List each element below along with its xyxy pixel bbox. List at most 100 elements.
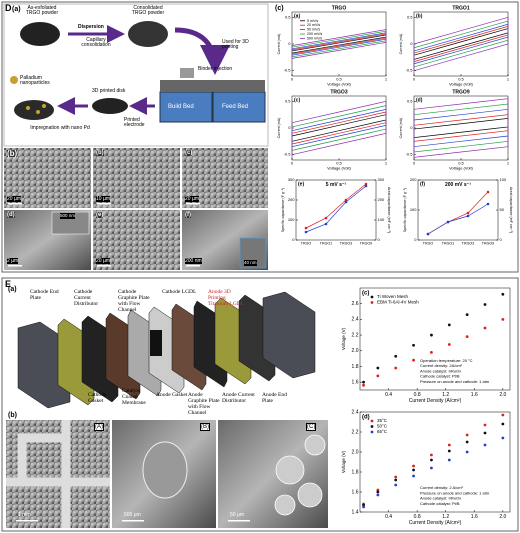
y-tick-label: 300 [288, 177, 295, 182]
plot-area [295, 179, 377, 241]
inset [239, 237, 267, 269]
x-tick-label: 0.4 [385, 392, 392, 398]
series-line [305, 183, 367, 229]
marker [446, 220, 450, 224]
powder [20, 22, 60, 46]
y-tick-label: 0 [414, 237, 417, 242]
part-label: Anode Current Distributor [222, 392, 255, 404]
pd-particle [10, 76, 18, 84]
y-tick-label: 0 [410, 41, 413, 46]
scale-bar [186, 265, 200, 267]
label: Build Bed [168, 104, 194, 110]
x-tick-label: TRGO9 [360, 242, 372, 246]
series-line [413, 98, 509, 158]
label: Dispersion [78, 24, 104, 30]
x-tick-label: TRGO3 [462, 242, 474, 246]
part-label: Anode End Plate [262, 392, 287, 404]
plate [17, 321, 71, 409]
y2-tick-label: 0 [378, 237, 381, 242]
plate [262, 291, 316, 379]
x-axis-label: Voltage (Volt) [449, 165, 473, 170]
powder-bed [160, 80, 265, 92]
marker [394, 475, 398, 479]
x-tick-label: 0.5 [458, 77, 464, 82]
marker [324, 222, 328, 226]
image-label: (C) [306, 423, 317, 431]
label: Capillary consolidation [81, 37, 111, 48]
arrow [174, 27, 230, 75]
y-tick-label: 2.4 [352, 317, 359, 323]
y2-tick-label: 300 [378, 177, 385, 182]
marker [430, 466, 433, 470]
y2-axis-label: Areal capacitance (mF cm⁻²) [387, 187, 391, 233]
marker [376, 490, 380, 494]
y2-tick-label: 0 [500, 237, 503, 242]
chart-label: (d) [362, 415, 370, 421]
y-tick-label: 2.2 [352, 429, 359, 435]
marker [447, 323, 451, 327]
x-tick-label: 0 [291, 161, 294, 166]
feed-bed [212, 91, 266, 123]
part-label: Anode 3D Printing Titanium LGDL [208, 289, 245, 307]
panel-label: E [5, 279, 12, 289]
y-tick-label: -0.5 [284, 152, 292, 157]
x-tick-label: 2.0 [499, 392, 506, 398]
marker [447, 449, 451, 453]
y-tick-label: 0 [292, 237, 295, 242]
x-tick-label: 1 [507, 77, 510, 82]
legend-label: 200 mV/s [307, 32, 322, 36]
y-tick-label: 0.5 [285, 98, 291, 103]
x-tick-label: 0 [413, 161, 416, 166]
scale-label: 20 µm [185, 196, 199, 202]
plot-area [359, 411, 511, 513]
legend-label: 35°C [377, 418, 388, 423]
x-tick-label: 0 [291, 77, 294, 82]
marker [465, 313, 469, 317]
mesh [6, 420, 110, 528]
marker [486, 202, 490, 206]
marker [344, 198, 348, 202]
marker [412, 358, 415, 362]
panel-label: D [5, 3, 12, 13]
y-axis-label: Voltage (V) [341, 450, 346, 473]
part-label: Cathode Gasket [88, 392, 107, 404]
marker [364, 182, 368, 186]
y2-tick-label: 100 [500, 177, 507, 182]
image-label: (f) [185, 212, 191, 218]
x-tick-label: 1.6 [471, 514, 478, 520]
image-label: (e) [96, 212, 104, 218]
y-tick-label: -0.5 [406, 152, 414, 157]
marker [362, 383, 365, 387]
y2-tick-label: 200 [378, 197, 385, 202]
legend-label: 65°C [377, 429, 388, 434]
annotation: Operation temperature: 20 °C [420, 358, 473, 363]
marker [466, 214, 470, 218]
annotation: Current density: 2 A/cm² [420, 485, 464, 490]
y-tick-label: -0.5 [406, 68, 414, 73]
scale-label: 2 µm [7, 258, 19, 264]
y-tick-label: 0.5 [407, 14, 413, 19]
marker [362, 503, 365, 507]
x-tick-label: 1.2 [442, 514, 449, 520]
spheres [274, 434, 326, 516]
annotation: Current density: 2A/cm² [420, 363, 463, 368]
chart-label: (d) [416, 97, 423, 103]
plot-area [291, 95, 387, 161]
y-tick-label: 1.8 [352, 364, 359, 370]
scale-label: 1 mm [18, 512, 31, 518]
marker [304, 226, 308, 230]
part-label: Catalyst Coated Membrane [122, 388, 146, 406]
marker [412, 464, 415, 468]
x-tick-label: TRGO [301, 242, 312, 246]
label: Feed Bed [222, 104, 249, 110]
marker [376, 488, 380, 492]
x-tick-label: TRGO1 [320, 242, 332, 246]
inset-label: 500 nm [60, 213, 76, 219]
marker [483, 423, 487, 427]
chart-title: TRGO3 [330, 90, 347, 96]
marker [465, 450, 469, 454]
y-tick-label: 100 [288, 217, 295, 222]
marker [466, 211, 470, 215]
